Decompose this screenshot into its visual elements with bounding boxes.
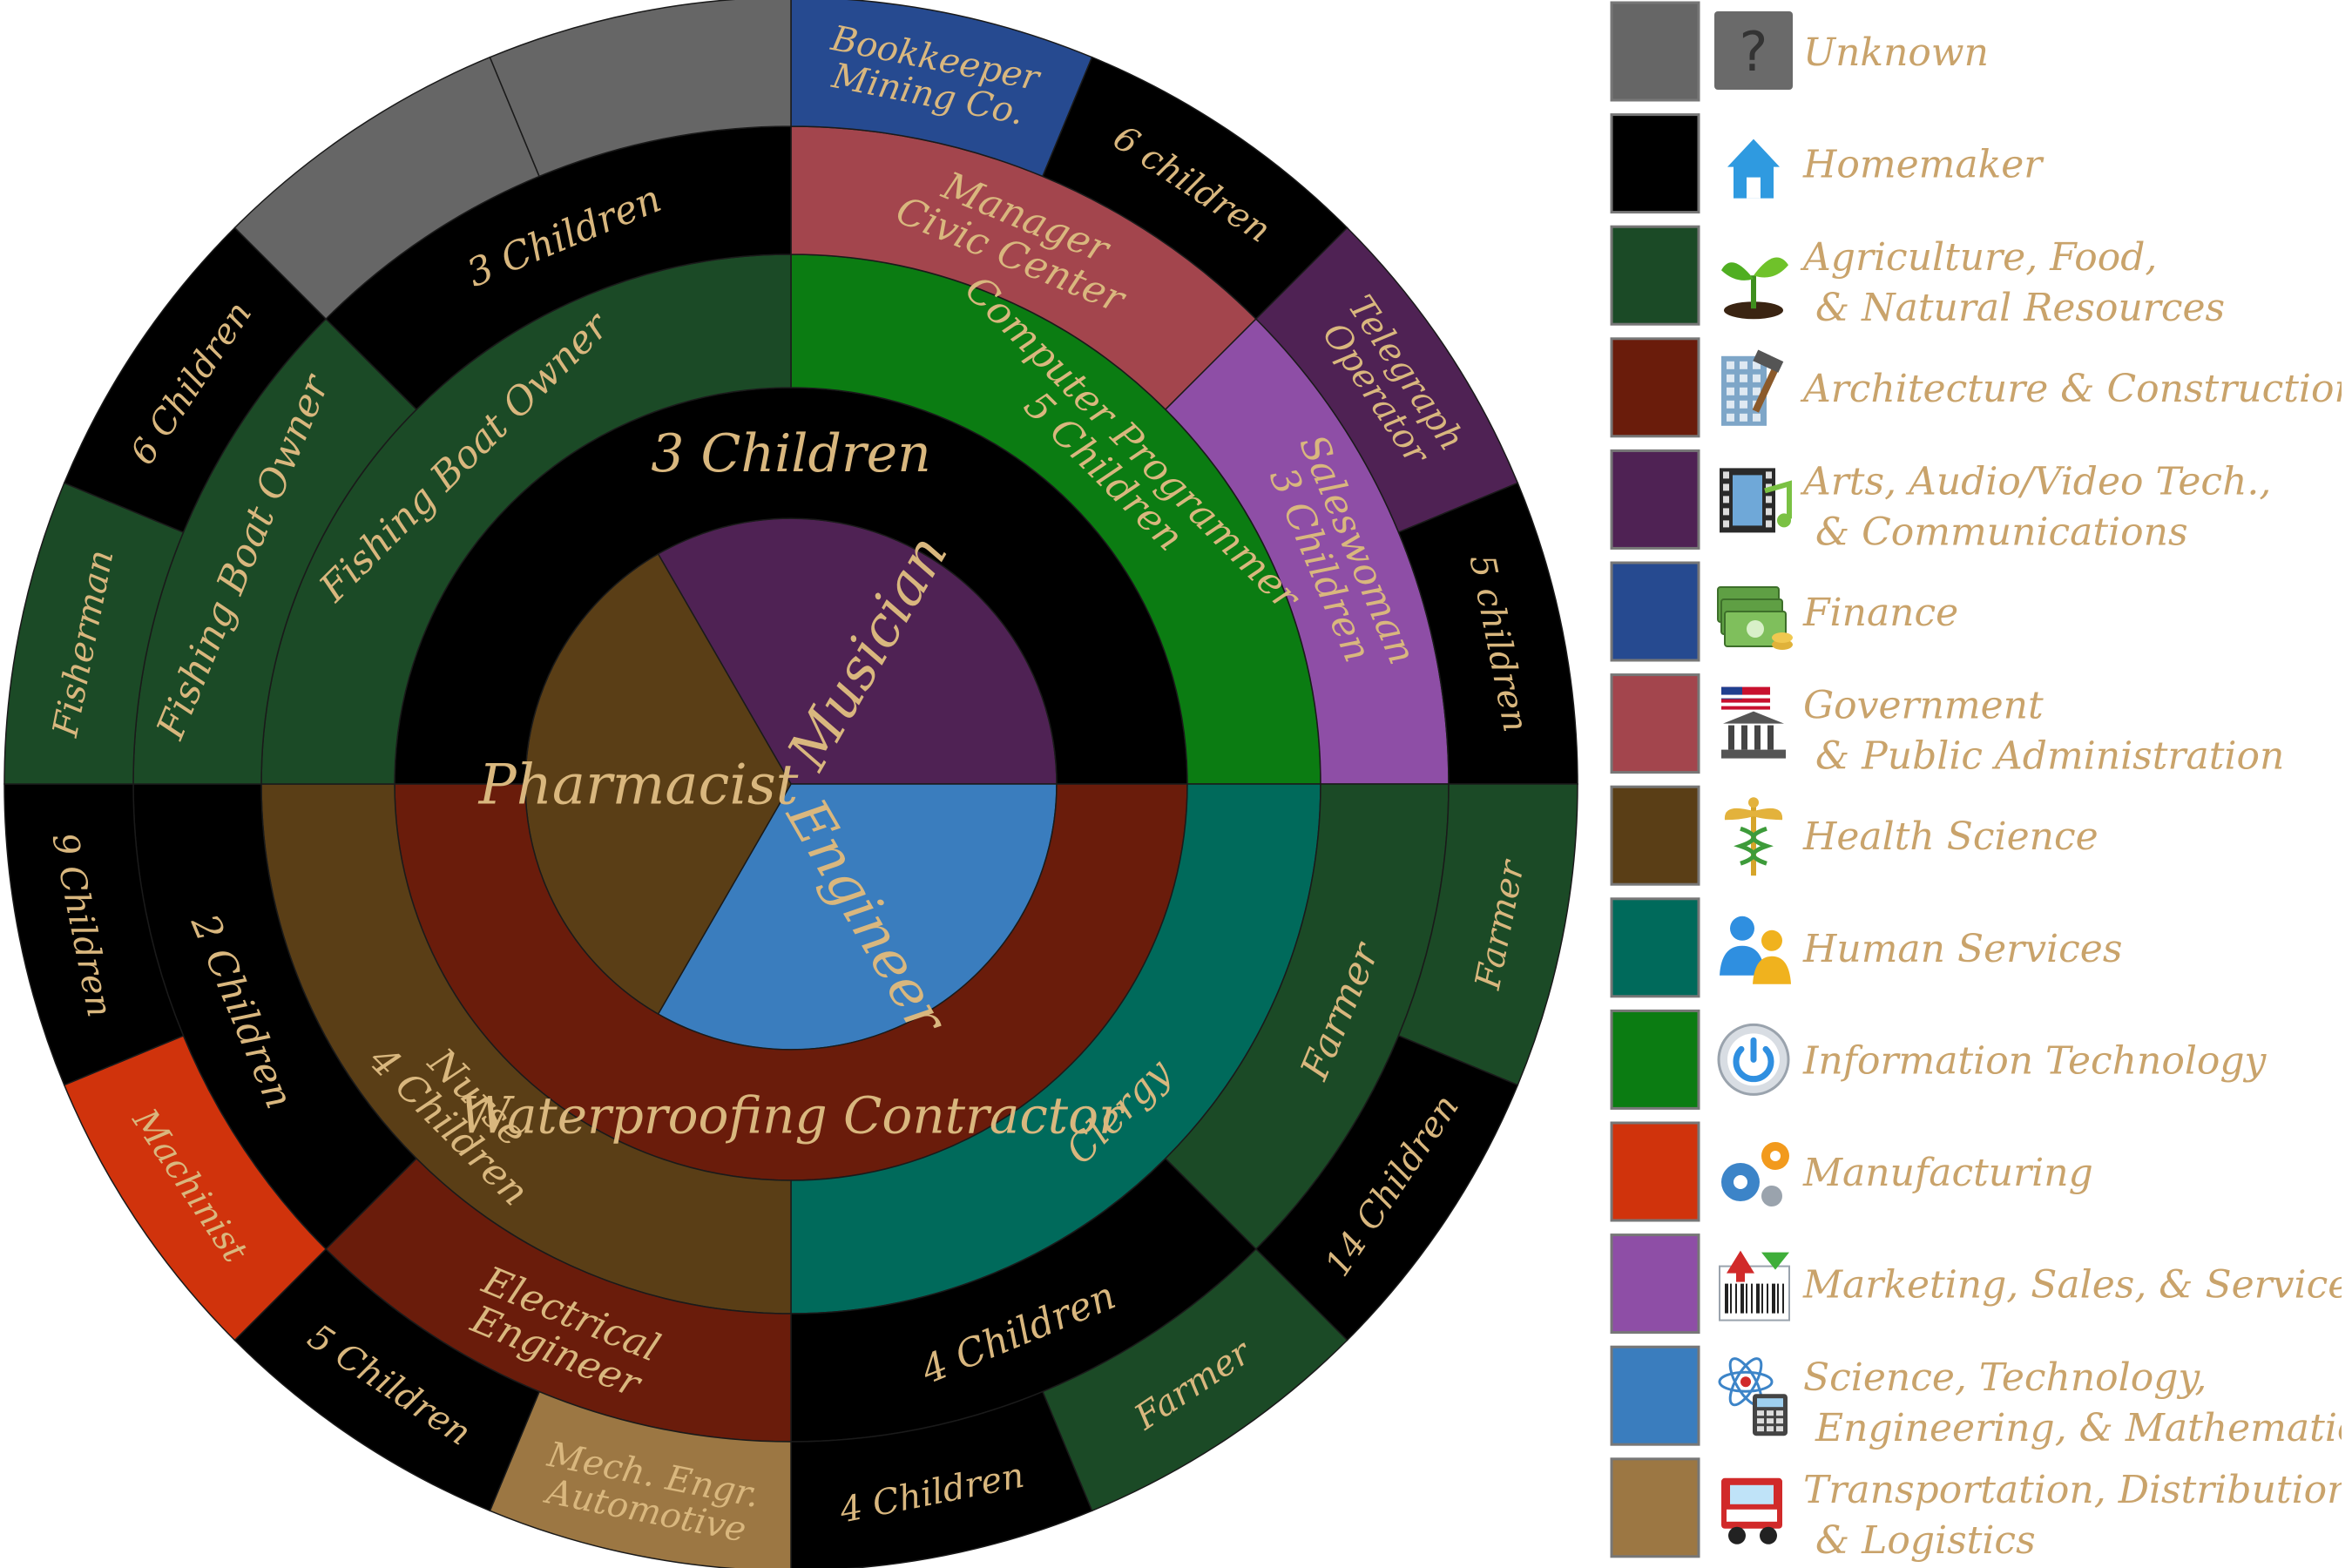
legend-swatch-agriculture bbox=[1610, 225, 1700, 326]
question-mark-icon: ? bbox=[1714, 11, 1793, 90]
legend-swatch-manufacturing bbox=[1610, 1121, 1700, 1222]
ring5-segment-blank bbox=[489, 0, 792, 178]
legend-swatch-marketing bbox=[1610, 1233, 1700, 1335]
legend-item-manufacturing: Manufacturing bbox=[1610, 1121, 2093, 1222]
legend-label-marketing: Marketing, Sales, & Service bbox=[1802, 1263, 2342, 1308]
legend-item-government: Government & Public Administration bbox=[1610, 673, 2284, 779]
svg-text:?: ? bbox=[1740, 20, 1768, 84]
legend-item-unknown: ? Unknown bbox=[1610, 1, 1989, 102]
legend-label-agriculture: Agriculture, Food, & Natural Resources bbox=[1800, 235, 2225, 330]
legend-item-health: Health Science bbox=[1610, 785, 2099, 886]
plant-sprout-icon bbox=[1721, 257, 1788, 320]
legend-swatch-homemaker bbox=[1610, 113, 1700, 214]
legend-label-it: Information Technology bbox=[1802, 1038, 2268, 1083]
barcode-arrow-icon bbox=[1719, 1250, 1790, 1321]
career-cluster-legend: ? Unknown Homemaker Agriculture, Food, & Na… bbox=[1610, 1, 2342, 1563]
legend-swatch-architecture bbox=[1610, 337, 1700, 438]
legend-label-unknown: Unknown bbox=[1803, 30, 1989, 75]
people-icon bbox=[1720, 916, 1791, 984]
truck-icon bbox=[1721, 1477, 1782, 1544]
ring1-label-pharmacist: Pharmacist bbox=[478, 753, 799, 817]
legend-swatch-finance bbox=[1610, 561, 1700, 662]
legend-item-arts: Arts, Audio/Video Tech., & Communication… bbox=[1610, 449, 2271, 554]
atom-calculator-icon bbox=[1718, 1357, 1788, 1436]
legend-label-transport: Transportation, Distribution, & Logistic… bbox=[1803, 1468, 2342, 1563]
legend-swatch-arts bbox=[1610, 449, 1700, 550]
legend-item-agriculture: Agriculture, Food, & Natural Resources bbox=[1610, 225, 2225, 330]
legend-item-it: Information Technology bbox=[1610, 1009, 2268, 1110]
legend-label-homemaker: Homemaker bbox=[1802, 143, 2044, 187]
money-icon bbox=[1717, 586, 1793, 650]
legend-label-architecture: Architecture & Construction bbox=[1800, 367, 2342, 411]
legend-item-marketing: Marketing, Sales, & Service bbox=[1610, 1233, 2342, 1335]
legend-swatch-unknown bbox=[1610, 1, 1700, 102]
legend-label-human: Human Services bbox=[1802, 927, 2122, 971]
legend-label-stem: Science, Technology, Engineering, & Math… bbox=[1803, 1355, 2342, 1450]
ring2-label-3-children: 3 Children bbox=[651, 423, 930, 484]
power-button-icon bbox=[1717, 1023, 1790, 1096]
legend-item-stem: Science, Technology, Engineering, & Math… bbox=[1610, 1345, 2342, 1450]
legend-label-government: Government & Public Administration bbox=[1803, 684, 2284, 779]
legend-label-arts: Arts, Audio/Video Tech., & Communication… bbox=[1800, 459, 2271, 554]
legend-item-transport: Transportation, Distribution, & Logistic… bbox=[1610, 1457, 2342, 1563]
building-hammer-icon bbox=[1721, 349, 1784, 426]
legend-swatch-it bbox=[1610, 1009, 1700, 1110]
sunburst-segments bbox=[3, 0, 1578, 1568]
film-music-icon bbox=[1720, 468, 1792, 533]
legend-item-human: Human Services bbox=[1610, 897, 2122, 998]
gears-icon bbox=[1721, 1142, 1789, 1206]
capitol-flag-icon bbox=[1721, 686, 1786, 759]
legend-swatch-human bbox=[1610, 897, 1700, 998]
ring2-label-waterproofing-contractor: Waterproofing Contractor bbox=[459, 1085, 1125, 1145]
legend-swatch-health bbox=[1610, 785, 1700, 886]
legend-item-finance: Finance bbox=[1610, 561, 1958, 662]
legend-swatch-government bbox=[1610, 673, 1700, 774]
legend-label-manufacturing: Manufacturing bbox=[1802, 1151, 2093, 1195]
ring5-segment-4-children bbox=[790, 1390, 1093, 1568]
legend-swatch-transport bbox=[1610, 1457, 1700, 1558]
legend-label-health: Health Science bbox=[1802, 814, 2099, 859]
legend-item-homemaker: Homemaker bbox=[1610, 113, 2044, 214]
house-icon bbox=[1727, 139, 1780, 199]
legend-item-architecture: Architecture & Construction bbox=[1610, 337, 2342, 438]
caduceus-icon bbox=[1724, 797, 1783, 876]
legend-label-finance: Finance bbox=[1802, 591, 1958, 635]
legend-swatch-stem bbox=[1610, 1345, 1700, 1446]
